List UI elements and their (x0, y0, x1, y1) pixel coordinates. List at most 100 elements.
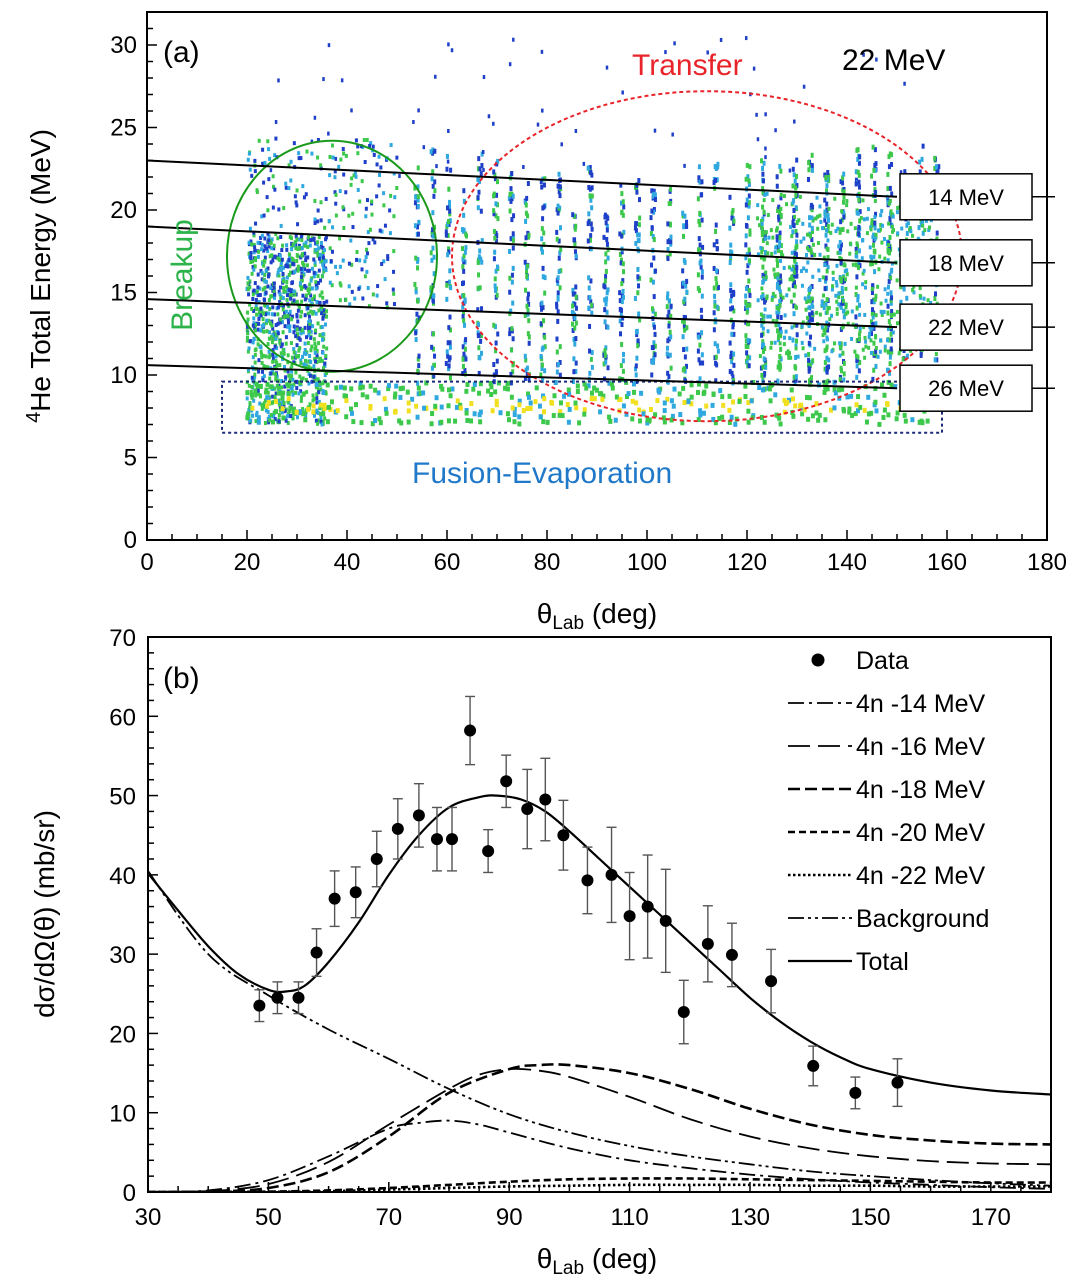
heat-cell (526, 181, 530, 187)
heat-cell (477, 333, 481, 339)
legend-label: 4n -14 MeV (856, 690, 986, 718)
heat-cell (320, 337, 324, 342)
heat-cell (321, 419, 325, 424)
heat-cell (653, 412, 658, 418)
heat-cell (549, 399, 554, 405)
heat-cell (525, 269, 529, 275)
heat-cell (310, 301, 314, 306)
heat-cell (297, 305, 301, 310)
heat-cell (314, 241, 318, 246)
heat-cell (417, 108, 420, 113)
heat-cell (808, 222, 812, 228)
heat-cell (874, 334, 878, 340)
heat-cell (804, 268, 808, 273)
heat-cell (818, 278, 822, 283)
heat-cell (701, 244, 705, 250)
heat-cell (574, 294, 578, 300)
heat-cell (773, 294, 777, 299)
x-tick-label-a: 180 (1027, 549, 1067, 576)
heat-cell (286, 318, 290, 323)
heat-cell (447, 279, 451, 285)
heat-cell (318, 356, 322, 361)
heat-cell (305, 149, 309, 154)
heat-cell (842, 408, 847, 414)
heat-cell (605, 236, 609, 242)
heat-cell (439, 404, 444, 410)
y-tick-label-a: 0 (124, 527, 137, 554)
heat-cell (665, 351, 669, 357)
heat-cell (586, 165, 590, 171)
heat-cell (288, 258, 292, 263)
heat-cell (760, 372, 764, 378)
heat-cell (299, 361, 303, 366)
heat-cell (247, 383, 251, 388)
heat-cell (804, 252, 808, 257)
heat-cell (314, 418, 318, 423)
heat-cell (584, 385, 589, 391)
heat-cell (886, 310, 890, 316)
heat-cell (839, 260, 843, 266)
heat-cell (822, 305, 826, 311)
heat-cell (276, 321, 280, 326)
heat-cell (282, 279, 286, 284)
heat-cell (282, 303, 286, 308)
heat-cell (775, 281, 779, 286)
x-tick-label-b: 90 (496, 1204, 523, 1231)
heat-cell (747, 203, 751, 209)
heat-cell (816, 240, 820, 245)
heat-cell (295, 325, 299, 330)
heat-cell (666, 221, 670, 227)
heat-cell (620, 322, 624, 328)
heat-cell (281, 415, 286, 421)
heat-cell (800, 324, 804, 329)
heat-cell (879, 338, 883, 343)
heat-cell (558, 359, 562, 365)
heat-cell (798, 194, 802, 199)
heat-cell (296, 332, 300, 337)
heat-cell (378, 172, 382, 177)
heat-cell (392, 269, 396, 274)
heat-cell (888, 337, 892, 343)
heat-cell (618, 298, 622, 304)
heat-cell (258, 241, 262, 246)
heat-cell (867, 345, 871, 350)
heat-cell (541, 274, 545, 280)
heat-cell (292, 289, 296, 294)
heat-cell (756, 137, 760, 142)
heat-cell (322, 344, 326, 349)
heat-cell (508, 191, 512, 197)
heat-cell (771, 235, 775, 240)
heat-cell (464, 245, 468, 251)
heat-cell (284, 418, 288, 423)
heat-cell (296, 264, 300, 269)
heat-cell (417, 315, 421, 321)
heat-cell (297, 156, 301, 161)
heat-cell (567, 406, 572, 412)
heat-cell (266, 208, 270, 213)
heat-cell (276, 236, 280, 241)
heat-cell (555, 207, 559, 213)
heat-cell (373, 240, 377, 245)
heat-cell (430, 344, 434, 350)
heat-cell (273, 187, 277, 192)
heat-cell (317, 280, 321, 285)
heat-cell (288, 377, 292, 382)
heat-cell (571, 291, 575, 297)
heat-cell (886, 303, 890, 309)
heat-cell (292, 298, 296, 303)
heat-cell (264, 303, 268, 308)
data-point (391, 822, 404, 835)
heat-cell (363, 160, 367, 165)
heat-cell (291, 242, 295, 247)
heat-cell (807, 395, 812, 401)
heat-cell (526, 394, 531, 400)
heat-cell (262, 329, 266, 334)
heat-cell (784, 329, 788, 334)
heat-cell (271, 348, 275, 353)
heat-cell (842, 214, 846, 220)
data-point (430, 833, 443, 846)
heat-cell (745, 302, 749, 308)
heat-cell (760, 286, 764, 291)
heat-cell (256, 285, 260, 290)
heat-cell (324, 268, 328, 273)
